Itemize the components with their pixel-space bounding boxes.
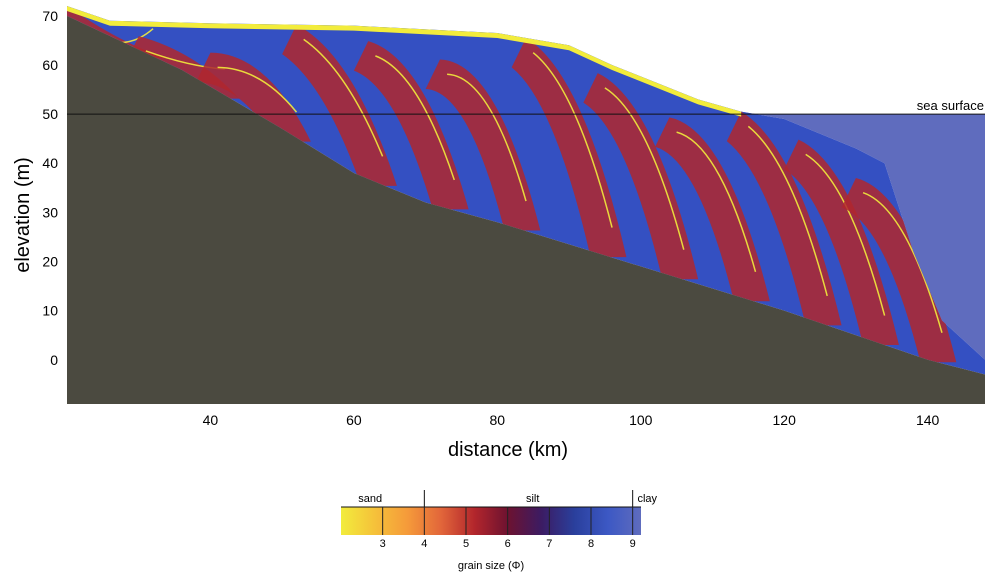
basement-area [67,15,985,404]
x-tick-label: 60 [346,412,362,428]
y-tick-label: 10 [42,303,58,319]
colorbar-gradient [341,507,641,535]
x-tick-label: 100 [629,412,653,428]
colorbar-tick-label: 6 [505,538,511,550]
colorbar-category-label: sand [358,493,382,505]
y-tick-label: 20 [42,254,58,270]
y-tick-label: 30 [42,204,58,220]
x-tick-label: 40 [203,412,219,428]
colorbar-category-label: clay [637,493,657,505]
sea-surface-label: sea surface [917,98,984,113]
colorbar-tick-label: 7 [546,538,552,550]
y-tick-label: 0 [50,352,58,368]
x-tick-label: 140 [916,412,940,428]
x-tick-label: 80 [490,412,506,428]
colorbar-tick-label: 5 [463,538,469,550]
y-tick-label: 40 [42,155,58,171]
colorbar-tick-label: 3 [380,538,386,550]
x-axis-label: distance (km) [448,439,568,461]
y-tick-label: 70 [42,8,58,24]
x-tick-label: 120 [773,412,797,428]
y-tick-label: 60 [42,57,58,73]
colorbar-title: grain size (Φ) [458,560,524,572]
colorbar-tick-label: 9 [630,538,636,550]
colorbar-category-label: silt [526,493,539,505]
sea-water-area [741,111,985,375]
y-axis-label: elevation (m) [12,157,34,273]
colorbar-tick-label: 8 [588,538,594,550]
colorbar-tick-label: 4 [421,538,427,550]
y-tick-label: 50 [42,106,58,122]
colorbar: 3 4 5 6 7 8 9 sand silt clay grain size (Φ) [341,490,658,572]
